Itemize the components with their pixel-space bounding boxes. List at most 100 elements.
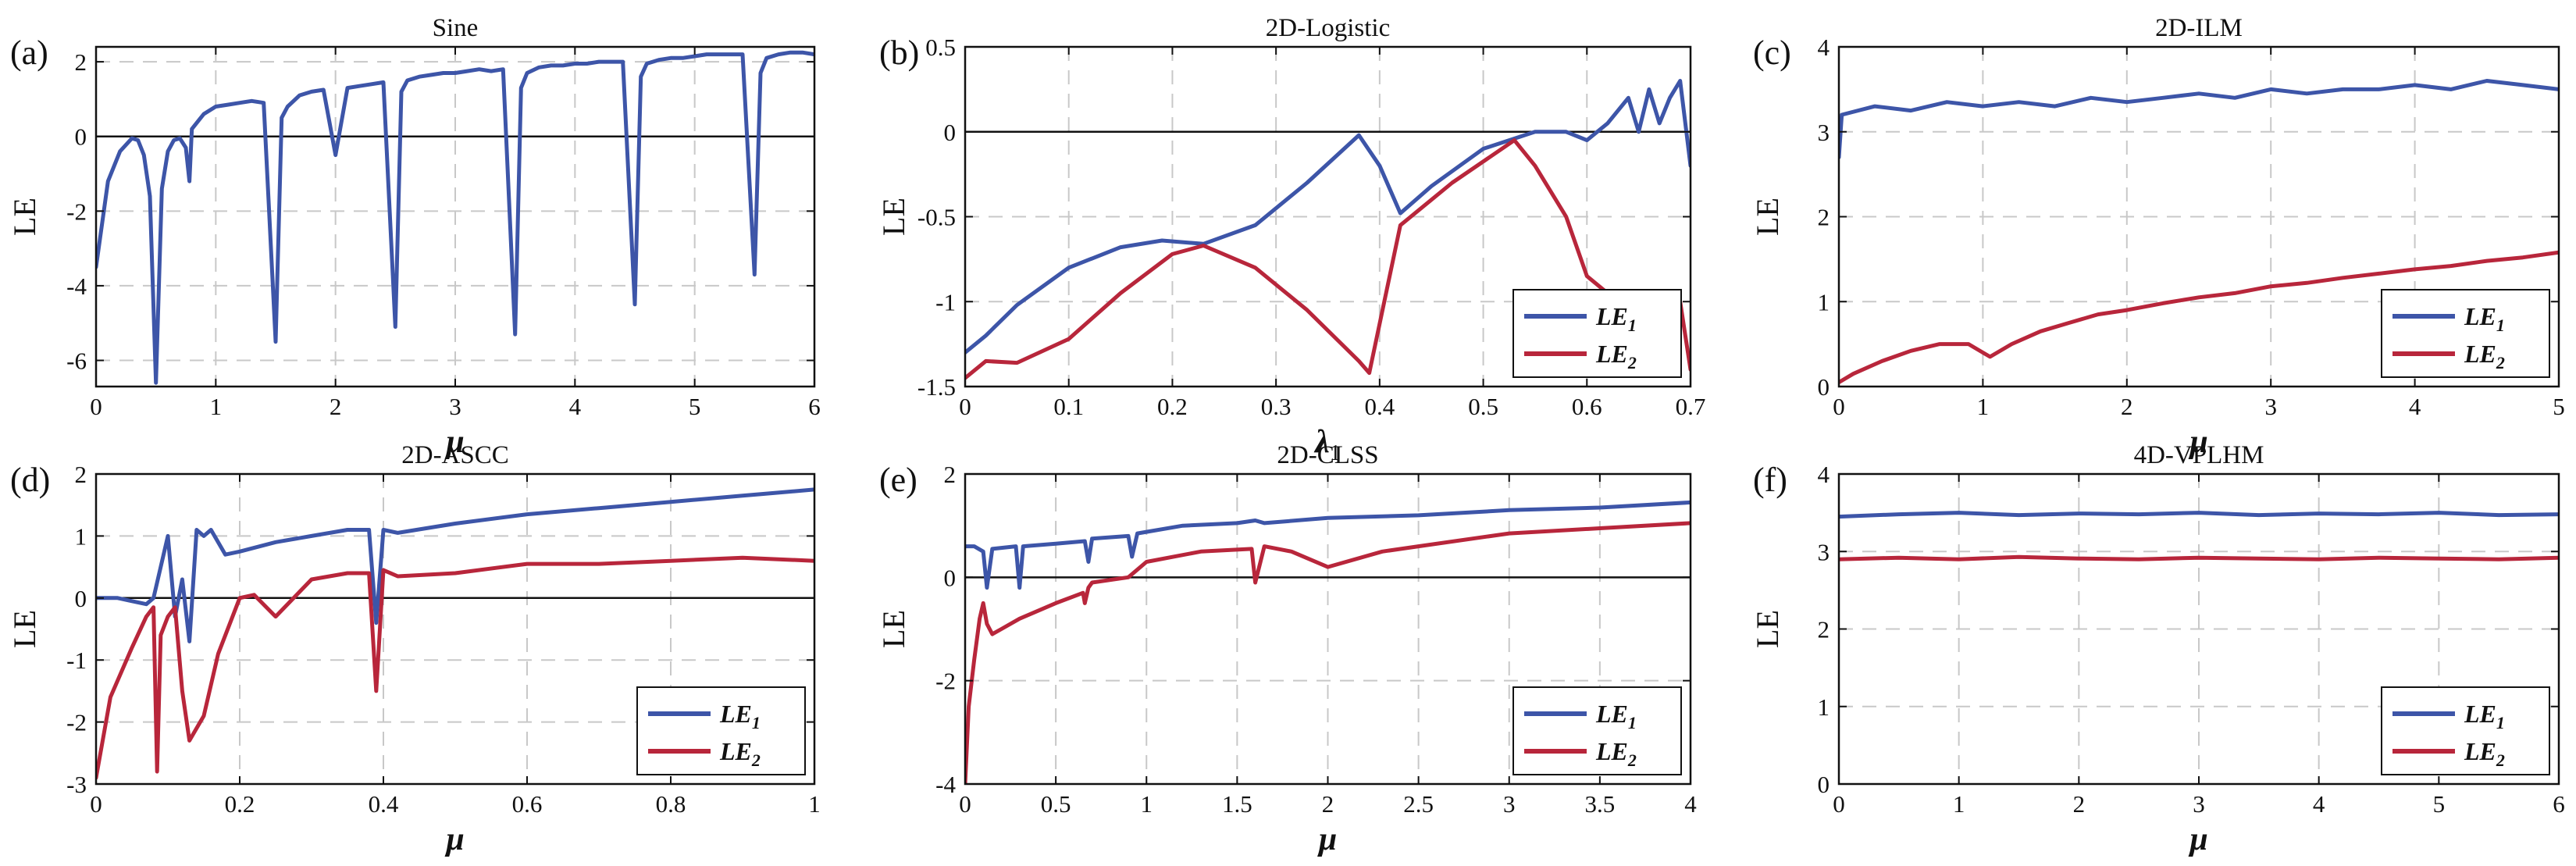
- series-line-2: [1839, 554, 2559, 561]
- y-axis-label: LE: [876, 610, 911, 648]
- x-tick-label: 2.5: [1403, 790, 1434, 818]
- x-tick-label: 3: [449, 393, 461, 420]
- chart-title: 4D-VPLHM: [2134, 441, 2264, 469]
- y-tick-label: 0: [944, 564, 957, 591]
- chart-title: 2D-ASCC: [401, 441, 509, 469]
- panel-letter: (b): [879, 34, 919, 72]
- y-tick-label: -2: [66, 198, 87, 225]
- x-axis-label: μ: [2188, 821, 2207, 857]
- legend-box: [636, 686, 806, 775]
- series-line-2: [1839, 250, 2559, 385]
- x-tick-label: 0.4: [369, 790, 399, 818]
- y-tick-label: 0.5: [925, 34, 956, 61]
- y-tick-label: 3: [1818, 119, 1830, 146]
- y-tick-label: 1: [1818, 288, 1830, 315]
- y-tick-label: 1: [1818, 693, 1830, 721]
- y-tick-label: -4: [935, 771, 956, 798]
- y-axis-label: LE: [7, 198, 42, 236]
- y-tick-label: 0: [75, 585, 87, 612]
- x-tick-label: 0: [959, 790, 971, 818]
- x-tick-label: 5: [2433, 790, 2446, 818]
- x-tick-label: 2: [2121, 393, 2133, 420]
- x-tick-label: 0.2: [225, 790, 255, 818]
- y-tick-label: -0.5: [917, 204, 956, 231]
- chart-title: 2D-Logistic: [1266, 14, 1390, 42]
- x-axis-label: μ: [1317, 821, 1337, 857]
- y-tick-label: 4: [1818, 461, 1830, 488]
- panel-letter: (d): [10, 461, 50, 499]
- y-axis-label: LE: [7, 610, 42, 648]
- y-tick-label: -2: [66, 709, 87, 736]
- series-line-1: [965, 79, 1691, 355]
- x-tick-label: 4: [569, 393, 582, 420]
- y-tick-label: 4: [1818, 34, 1830, 61]
- series-line-2: [96, 555, 814, 780]
- legend-label-2: LE2: [2464, 340, 2505, 372]
- x-tick-label: 4: [2409, 393, 2421, 420]
- y-tick-label: 3: [1818, 538, 1830, 565]
- chart-panel-5: 0 0.5 1 1.5 2 2.5 3 3.5 4 -4 -2 0 2 2D-CLSS (e) LE μ LE1L…: [876, 441, 1697, 857]
- y-tick-label: 2: [75, 461, 87, 488]
- panel-letter: (e): [879, 461, 917, 499]
- x-tick-label: 0.3: [1261, 393, 1292, 420]
- y-tick-label: 2: [1818, 616, 1830, 643]
- panel-letter: (c): [1753, 34, 1791, 72]
- y-tick-label: 0: [944, 119, 957, 146]
- y-axis-label: LE: [1750, 198, 1785, 236]
- x-tick-label: 4: [1684, 790, 1697, 818]
- y-axis-label: LE: [876, 198, 911, 236]
- x-tick-label: 0.6: [512, 790, 543, 818]
- series-line-1: [965, 500, 1691, 590]
- x-tick-label: 0: [1833, 790, 1845, 818]
- y-tick-label: -1: [66, 647, 87, 674]
- y-tick-label: 0: [75, 123, 87, 151]
- x-tick-label: 0: [959, 393, 971, 420]
- chart-panel-2: 0 0.1 0.2 0.3 0.4 0.5 0.6 0.7 -1.5 -1 -0.5 0 0.5 2D-L…: [876, 14, 1705, 465]
- x-tick-label: 0: [90, 790, 102, 818]
- y-tick-label: -4: [66, 273, 87, 300]
- x-tick-label: 6: [808, 393, 821, 420]
- series-line-1: [1839, 79, 2559, 159]
- legend-box: [2381, 686, 2550, 775]
- x-axis-label: μ: [2188, 424, 2207, 460]
- y-tick-label: -1: [935, 288, 956, 315]
- x-tick-label: 3: [2264, 393, 2277, 420]
- panel-letter: (a): [10, 34, 48, 72]
- y-tick-label: 1: [75, 522, 87, 550]
- y-tick-label: 2: [944, 461, 957, 488]
- x-axis-label: μ: [444, 821, 464, 857]
- y-tick-label: 0: [1818, 373, 1830, 401]
- x-tick-label: 3: [1503, 790, 1516, 818]
- x-tick-label: 2: [330, 393, 342, 420]
- chart-panel-4: 0 0.2 0.4 0.6 0.8 1 -3 -2 -1 0 1 2 2D-ASCC (d) LE μ LE1L…: [7, 441, 821, 857]
- x-tick-label: 0.8: [656, 790, 686, 818]
- x-tick-label: 6: [2553, 790, 2565, 818]
- series-line-1: [96, 50, 814, 385]
- chart-title: Sine: [433, 14, 479, 42]
- x-tick-label: 5: [2553, 393, 2565, 420]
- x-tick-label: 0.1: [1053, 393, 1084, 420]
- chart-panel-1: 0 1 2 3 4 5 6 -6 -4 -2 0 2 Sine (a) LE μ: [7, 14, 821, 460]
- axes-frame: [94, 472, 816, 786]
- x-tick-label: 4: [2313, 790, 2325, 818]
- y-tick-label: -1.5: [917, 373, 956, 401]
- y-axis-label: LE: [1750, 610, 1785, 648]
- x-tick-label: 1: [1141, 790, 1153, 818]
- series-line-2: [965, 521, 1691, 784]
- y-tick-label: 2: [75, 48, 87, 76]
- y-tick-label: 2: [1818, 204, 1830, 231]
- x-tick-label: 1: [808, 790, 821, 818]
- y-tick-label: -6: [66, 347, 87, 375]
- y-tick-label: -3: [66, 771, 87, 798]
- series-line-1: [96, 487, 814, 643]
- x-tick-label: 3.5: [1585, 790, 1616, 818]
- chart-title: 2D-ILM: [2155, 14, 2243, 42]
- x-tick-label: 1.5: [1222, 790, 1252, 818]
- x-tick-label: 1: [1977, 393, 1990, 420]
